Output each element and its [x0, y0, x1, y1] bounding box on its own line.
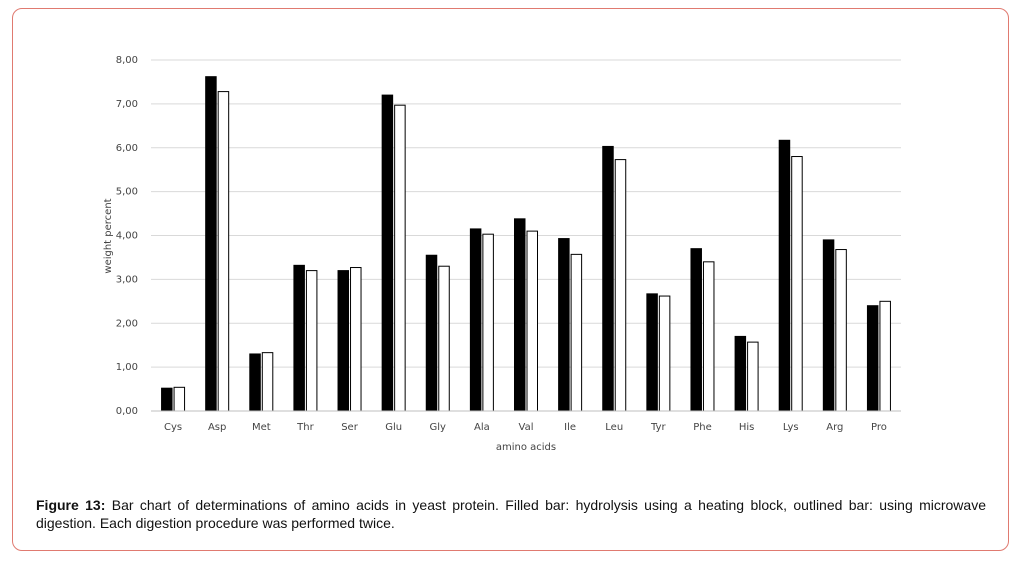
bar [558, 238, 570, 412]
y-tick-label: 4,00 [116, 231, 138, 242]
x-tick-label: Met [252, 422, 271, 433]
bar [526, 230, 538, 412]
bar [438, 265, 450, 412]
y-tick-label: 5,00 [116, 187, 138, 198]
y-axis-title: weight percent [103, 198, 114, 273]
bar [658, 295, 671, 412]
x-tick-label: Asp [208, 422, 226, 433]
y-tick-label: 8,00 [116, 55, 138, 66]
bar [690, 248, 702, 412]
caption-label: Figure 13: [36, 497, 106, 513]
bar [514, 218, 526, 412]
bar [173, 386, 186, 412]
bar [394, 104, 406, 412]
x-tick-label: Pro [871, 422, 887, 433]
bar [305, 270, 318, 412]
x-tick-label: Thr [296, 422, 314, 433]
x-tick-label: Leu [605, 422, 623, 433]
bar [249, 353, 261, 412]
x-tick-label: Ala [474, 422, 490, 433]
bar [702, 261, 715, 412]
bar [835, 249, 847, 412]
bar [337, 270, 350, 412]
x-axis-title: amino acids [496, 442, 556, 453]
bar [205, 76, 217, 412]
bar [161, 387, 173, 412]
y-tick-label: 7,00 [116, 99, 138, 110]
y-tick-label: 6,00 [116, 143, 138, 154]
x-tick-label: Glu [385, 422, 402, 433]
bar [791, 156, 803, 412]
bar [646, 293, 658, 412]
x-tick-label: Tyr [650, 422, 666, 433]
bar [866, 305, 879, 412]
bar [734, 335, 747, 412]
bar [822, 239, 835, 412]
bar [778, 139, 791, 412]
x-tick-label: Ser [341, 422, 359, 433]
x-tick-label: Cys [164, 422, 182, 433]
bar [293, 264, 305, 412]
figure-frame [12, 8, 1009, 551]
y-tick-label: 2,00 [116, 318, 138, 329]
bar [602, 145, 614, 412]
x-tick-label: Phe [693, 422, 712, 433]
bar [381, 94, 394, 412]
caption-text: Bar chart of determinations of amino aci… [36, 497, 986, 531]
bar [217, 91, 230, 412]
x-tick-label: His [739, 422, 755, 433]
bar [747, 341, 759, 412]
bar [425, 254, 438, 412]
bar [469, 228, 482, 412]
bar [482, 233, 494, 412]
x-tick-label: Ile [564, 422, 576, 433]
bar [570, 253, 583, 412]
y-tick-label: 0,00 [116, 406, 138, 417]
x-tick-label: Lys [783, 422, 799, 433]
y-tick-label: 1,00 [116, 362, 138, 373]
x-tick-label: Val [519, 422, 534, 433]
chart: amino acids weight percent 0,00 1,00 2,00 3… [103, 55, 901, 453]
caption: Figure 13: Bar chart of determinations o… [36, 496, 986, 532]
bar [614, 159, 627, 412]
y-tick-label: 3,00 [116, 274, 138, 285]
x-tick-label: Gly [430, 422, 447, 433]
bar [261, 352, 274, 412]
bar [350, 267, 362, 412]
bar [879, 300, 891, 412]
x-tick-label: Arg [826, 422, 843, 433]
